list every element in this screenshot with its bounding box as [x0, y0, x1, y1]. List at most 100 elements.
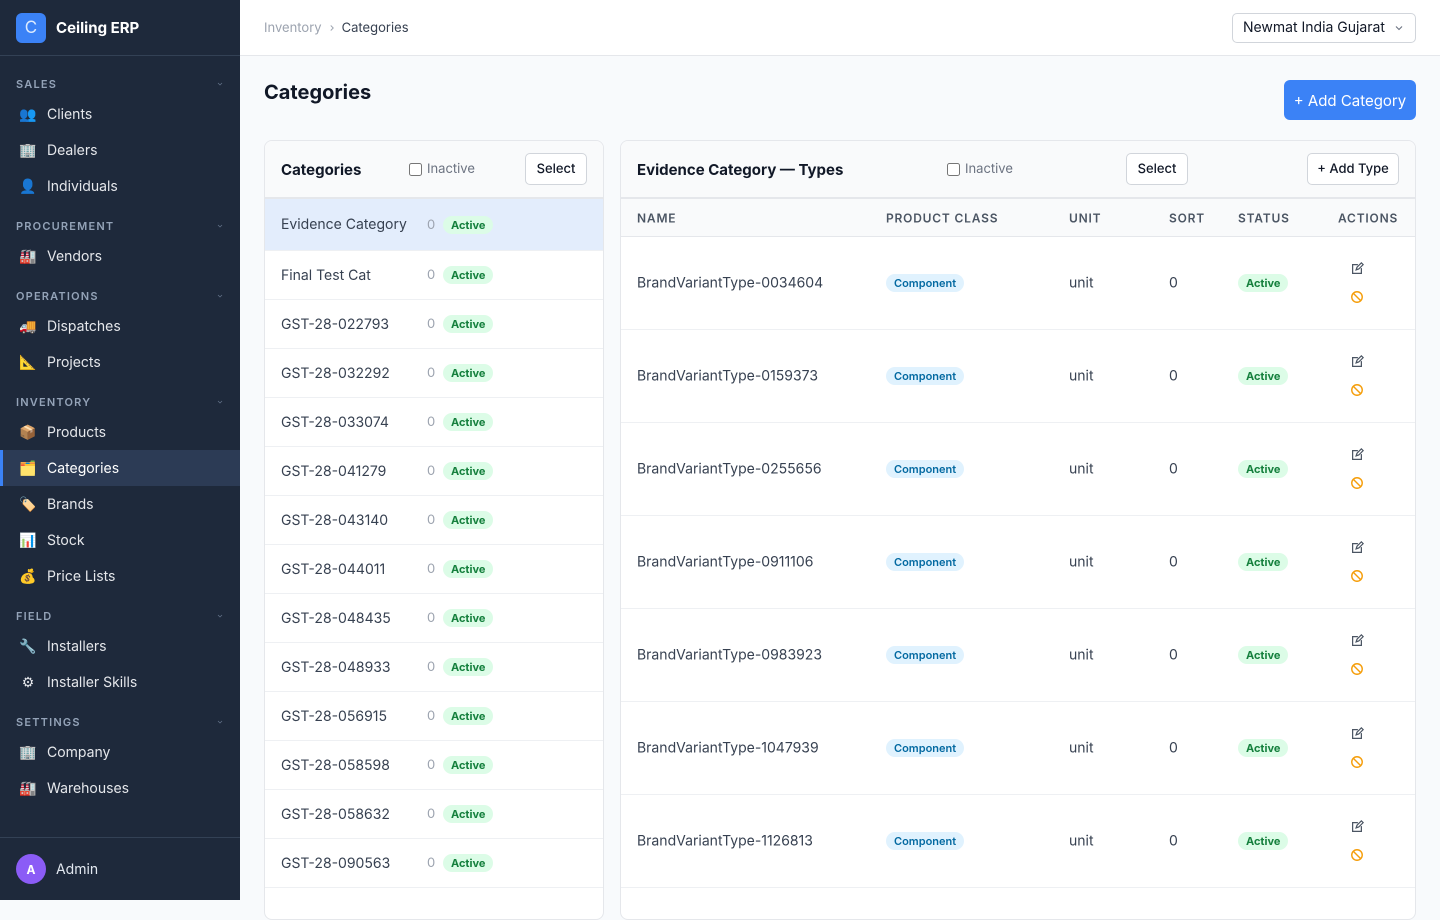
unit: unit [1069, 832, 1094, 850]
product-class: Component [886, 367, 965, 385]
unit: unit [1069, 646, 1094, 664]
nav-item[interactable]: 👤 Individuals [0, 168, 240, 204]
category-row[interactable]: GST-28-033074 0 Active [265, 398, 603, 447]
category-row[interactable]: GST-28-041279 0 Active [265, 447, 603, 496]
nav-icon: 🏢 [19, 141, 37, 159]
breadcrumb-item[interactable]: Inventory [264, 19, 322, 36]
inactive-toggle[interactable]: Inactive [409, 161, 475, 177]
add-category-button[interactable]: + Add Category [1284, 80, 1416, 120]
category-row[interactable]: GST-28-090563 0 Active [265, 839, 603, 888]
status-badge: Active [1238, 739, 1289, 757]
column-header: UNIT [1069, 210, 1102, 225]
inactive-checkbox[interactable] [947, 162, 960, 176]
deactivate-icon[interactable] [1350, 383, 1364, 397]
category-row[interactable]: Final Test Cat 0 Active [265, 251, 603, 300]
breadcrumb-item: Categories [341, 19, 409, 36]
deactivate-icon[interactable] [1350, 848, 1364, 862]
deactivate-icon[interactable] [1350, 476, 1364, 490]
status-badge: Active [443, 315, 494, 333]
logo: C [16, 12, 46, 43]
edit-icon[interactable] [1350, 727, 1364, 741]
category-count: 0 [427, 610, 436, 626]
select-button[interactable]: Select [1126, 153, 1188, 185]
edit-icon[interactable] [1350, 541, 1364, 555]
type-name: BrandVariantType-1047939 [637, 739, 819, 757]
nav-item[interactable]: 💰 Price Lists [0, 558, 240, 594]
section-chevron [217, 720, 223, 724]
category-name: GST-28-022793 [281, 315, 390, 333]
product-class: Component [886, 460, 965, 478]
nav-item[interactable]: 🏢 Company [0, 734, 240, 770]
category-row[interactable]: GST-28-058632 0 Active [265, 790, 603, 839]
category-row[interactable]: GST-28-058598 0 Active [265, 741, 603, 790]
deactivate-icon[interactable] [1350, 569, 1364, 583]
nav-item[interactable]: 📦 Products [0, 414, 240, 450]
nav-label: Stock [47, 531, 85, 549]
nav-section: OPERATIONS 🚚 Dispatches 📐 Projects [0, 284, 240, 380]
edit-icon[interactable] [1350, 355, 1364, 369]
inactive-checkbox[interactable] [409, 162, 422, 176]
edit-icon[interactable] [1350, 448, 1364, 462]
nav-label: Dispatches [47, 317, 121, 335]
nav-item[interactable]: 📐 Projects [0, 344, 240, 380]
category-name: GST-28-090563 [281, 854, 391, 872]
deactivate-icon[interactable] [1350, 290, 1364, 304]
type-name: BrandVariantType-0159373 [637, 367, 818, 385]
product-class: Component [886, 832, 965, 850]
type-row: BrandVariantType-0034604 Component unit 0 Ac… [621, 237, 1415, 330]
category-row[interactable]: GST-28-022793 0 Active [265, 300, 603, 349]
category-row[interactable]: GST-28-043140 0 Active [265, 496, 603, 545]
nav-item[interactable]: 📊 Stock [0, 522, 240, 558]
product-class: Component [886, 274, 965, 292]
inactive-toggle[interactable]: Inactive [947, 161, 1013, 177]
category-row[interactable]: GST-28-048435 0 Active [265, 594, 603, 643]
nav-item[interactable]: 👥 Clients [0, 96, 240, 132]
nav-item[interactable]: 🚚 Dispatches [0, 308, 240, 344]
nav-item[interactable]: 🏭 Vendors [0, 238, 240, 274]
actions [1350, 727, 1364, 769]
status-badge: Active [443, 756, 494, 774]
nav-item[interactable]: 🏭 Warehouses [0, 770, 240, 806]
category-count: 0 [427, 561, 436, 577]
nav-item[interactable]: 🏷️ Brands [0, 486, 240, 522]
type-name: BrandVariantType-0255656 [637, 460, 822, 478]
nav-section: SETTINGS 🏢 Company 🏭 Warehouses [0, 710, 240, 806]
section-title: SETTINGS [16, 715, 81, 729]
category-row[interactable]: GST-28-044011 0 Active [265, 545, 603, 594]
category-row[interactable]: Evidence Category 0 Active [265, 199, 603, 251]
edit-icon[interactable] [1350, 262, 1364, 276]
inactive-label: Inactive [427, 161, 475, 177]
deactivate-icon[interactable] [1350, 755, 1364, 769]
nav-item[interactable]: 🏢 Dealers [0, 132, 240, 168]
status-badge: Active [1238, 832, 1289, 850]
category-row[interactable]: GST-28-032292 0 Active [265, 349, 603, 398]
column-header: STATUS [1238, 210, 1290, 225]
edit-icon[interactable] [1350, 634, 1364, 648]
edit-icon[interactable] [1350, 820, 1364, 834]
nav-icon: 🚚 [19, 317, 37, 335]
unit: unit [1069, 274, 1094, 292]
category-count: 0 [427, 708, 436, 724]
nav-item[interactable]: 🗂️ Categories [0, 450, 240, 486]
actions [1350, 448, 1364, 490]
category-count: 0 [427, 806, 436, 822]
category-row[interactable]: GST-28-048933 0 Active [265, 643, 603, 692]
unit: unit [1069, 739, 1094, 757]
column-header: PRODUCT CLASS [886, 210, 999, 225]
select-button[interactable]: Select [525, 153, 587, 185]
category-name: GST-28-033074 [281, 413, 389, 431]
category-name: GST-28-058632 [281, 805, 390, 823]
category-row[interactable]: GST-28-056915 0 Active [265, 692, 603, 741]
add-type-button[interactable]: + Add Type [1307, 153, 1399, 185]
nav-item[interactable]: ⚙ Installer Skills [0, 664, 240, 700]
nav-item[interactable]: 🔧 Installers [0, 628, 240, 664]
company-select[interactable]: Newmat India Gujarat [1231, 12, 1416, 43]
deactivate-icon[interactable] [1350, 662, 1364, 676]
status-badge: Active [443, 707, 494, 725]
nav-label: Clients [47, 105, 93, 123]
status-badge: Active [443, 854, 494, 872]
category-name: GST-28-056915 [281, 707, 387, 725]
breadcrumb: Inventory Categories [264, 20, 409, 36]
category-count: 0 [427, 855, 436, 871]
status-badge: Active [1238, 646, 1289, 664]
